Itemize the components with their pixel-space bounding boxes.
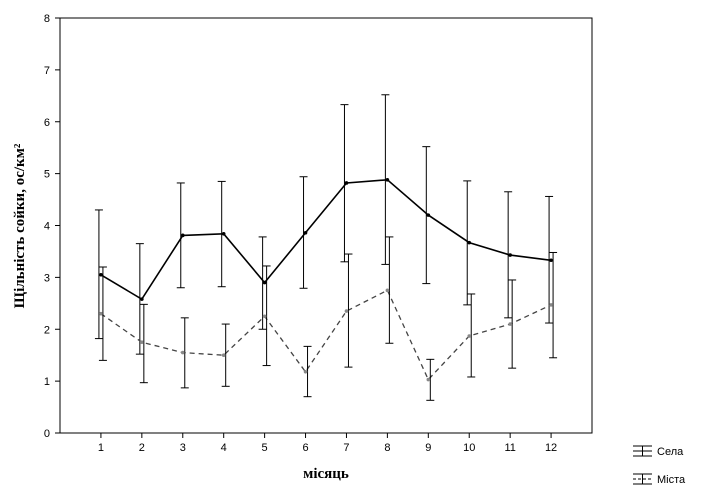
data-point [508, 253, 512, 257]
series-layer [94, 94, 558, 401]
x-tick-label: 4 [221, 442, 227, 454]
data-point [467, 240, 472, 245]
y-tick-label: 7 [44, 65, 50, 77]
y-tick-label: 2 [44, 324, 50, 336]
series-2 [98, 236, 558, 401]
data-point [303, 230, 308, 235]
x-axis: 1 2 3 4 5 6 7 8 9 10 11 12 [98, 433, 557, 454]
data-point [140, 340, 144, 345]
x-tick-label: 11 [504, 442, 515, 454]
y-tick-label: 4 [44, 221, 50, 233]
x-tick-label: 6 [302, 442, 308, 454]
y-axis: 0 1 2 3 4 5 6 7 8 [44, 13, 60, 440]
data-point [549, 258, 553, 263]
y-tick-label: 6 [44, 117, 50, 129]
data-point [508, 322, 512, 326]
x-tick-label: 2 [139, 442, 145, 454]
y-tick-label: 0 [44, 428, 50, 440]
data-point [549, 303, 553, 307]
y-tick-label: 3 [44, 272, 50, 284]
series-line [100, 178, 552, 301]
data-point [426, 213, 431, 217]
legend: Села Міста [633, 445, 686, 486]
data-point [385, 178, 390, 182]
x-tick-label: 10 [463, 442, 475, 454]
x-tick-label: 8 [384, 442, 390, 454]
data-point [221, 353, 226, 357]
x-axis-title: місяць [303, 466, 349, 482]
series-line [100, 289, 552, 381]
data-point [385, 288, 390, 293]
data-point [140, 297, 144, 301]
y-axis-title: Щільність сойки, ос/км² [12, 143, 28, 308]
data-point [344, 181, 349, 185]
data-point [467, 334, 472, 338]
data-point [303, 369, 308, 374]
x-tick-label: 12 [545, 442, 557, 454]
legend-label: Міста [657, 474, 686, 486]
y-tick-label: 8 [44, 13, 50, 25]
data-point [99, 311, 103, 316]
plot-frame [59, 17, 593, 434]
data-point [221, 232, 226, 236]
legend-item: Села [633, 445, 684, 458]
x-tick-label: 3 [180, 442, 186, 454]
series-1 [94, 94, 554, 355]
x-tick-label: 5 [262, 442, 268, 454]
x-tick-label: 1 [98, 442, 104, 454]
legend-label: Села [657, 446, 684, 458]
legend-item: Міста [633, 473, 686, 486]
data-point [180, 350, 185, 355]
data-point [262, 314, 267, 319]
data-point [344, 309, 349, 313]
data-point [99, 272, 103, 277]
data-point [426, 377, 431, 382]
data-point [180, 233, 185, 238]
x-tick-label: 9 [425, 442, 431, 454]
data-point [262, 280, 267, 285]
x-tick-label: 7 [343, 442, 349, 454]
y-tick-label: 5 [44, 169, 50, 181]
y-tick-label: 1 [44, 376, 50, 388]
